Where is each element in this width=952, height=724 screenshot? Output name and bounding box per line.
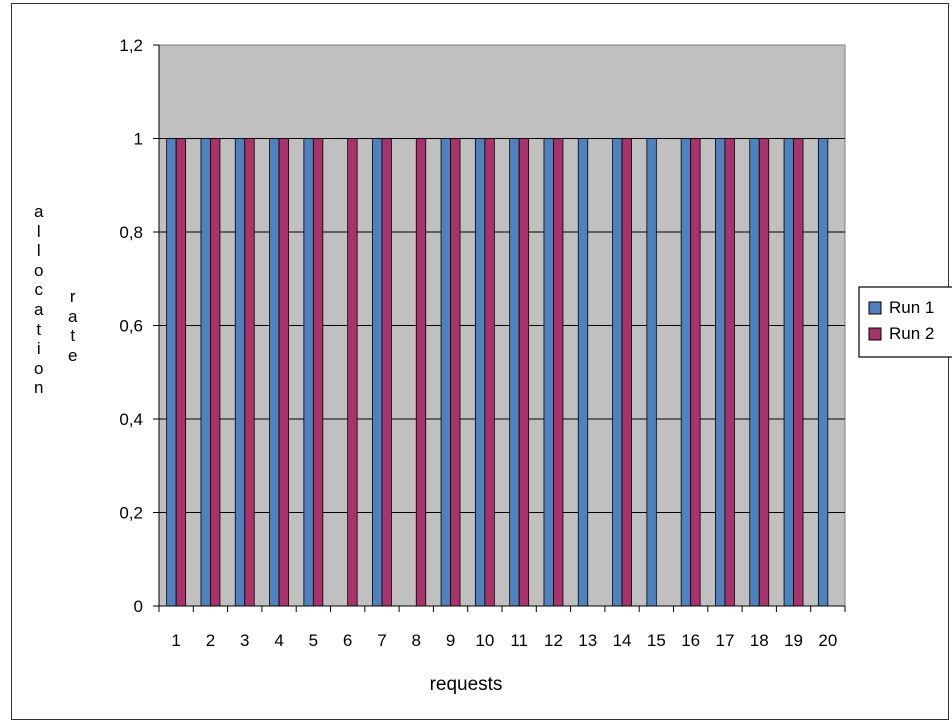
x-tick-label: 11 <box>510 631 528 650</box>
bar-run-1-5 <box>303 138 314 607</box>
y-axis-label-letter: n <box>34 378 44 398</box>
y-axis-label-letter: t <box>70 326 76 346</box>
bar-run-2-4 <box>278 138 289 607</box>
x-tick-label: 19 <box>784 631 803 650</box>
x-tick-label: 5 <box>309 631 318 650</box>
bar-run-1-15 <box>646 138 657 607</box>
bar-run-2-3 <box>244 138 255 607</box>
y-axis-label-letter: a <box>34 299 44 319</box>
legend-swatch-run-1 <box>868 301 882 315</box>
bar-run-2-6 <box>347 138 358 607</box>
bar-run-2-10 <box>484 138 495 607</box>
x-tick-label: 4 <box>274 631 283 650</box>
bar-run-1-13 <box>577 138 589 607</box>
bar-run-1-14 <box>612 138 623 607</box>
bars <box>166 138 829 607</box>
y-tick-label: 0,8 <box>119 223 143 242</box>
x-tick-label: 9 <box>446 631 455 650</box>
y-tick-label: 0,2 <box>119 504 143 523</box>
legend-swatch-run-2 <box>868 327 882 341</box>
x-tick-label: 13 <box>578 631 597 650</box>
bar-run-1-20 <box>817 138 829 607</box>
x-tick-label: 15 <box>647 631 666 650</box>
y-axis-label-letter: a <box>34 202 44 221</box>
bar-run-2-19 <box>793 138 804 607</box>
y-axis-label-letter: r <box>69 287 76 306</box>
x-tick-label: 17 <box>715 631 734 650</box>
bar-run-2-18 <box>758 138 770 607</box>
x-tick-label: 8 <box>412 631 421 650</box>
bar-run-1-16 <box>680 138 692 607</box>
x-tick-label: 14 <box>613 631 632 650</box>
bar-run-2-12 <box>553 138 564 607</box>
axes <box>153 44 846 612</box>
bar-run-1-11 <box>509 138 520 607</box>
bar-run-1-1 <box>166 138 177 607</box>
y-axis-label-letter: l <box>36 221 41 241</box>
y-axis-label-letter: t <box>36 319 42 339</box>
y-tick-label: 1,2 <box>119 36 143 55</box>
y-tick-labels: 0 0,2 0,4 0,6 0,8 1 1,2 <box>119 36 143 616</box>
bar-run-1-2 <box>200 138 211 607</box>
bar-run-2-17 <box>724 138 735 607</box>
bar-run-2-9 <box>450 138 461 607</box>
x-tick-label: 10 <box>475 631 494 650</box>
y-tick-label: 0,6 <box>119 317 143 336</box>
bar-run-1-12 <box>543 138 554 607</box>
x-tick-labels: 1 2 3 4 5 6 7 8 9 10 11 12 13 14 15 16 17 18 19 20 <box>171 631 837 650</box>
bar-run-1-4 <box>269 138 280 607</box>
bar-run-2-14 <box>621 138 632 607</box>
bar-run-1-7 <box>372 138 383 607</box>
bar-run-1-9 <box>440 138 451 607</box>
x-tick-label: 3 <box>240 631 249 650</box>
x-tick-label: 6 <box>343 631 352 650</box>
x-tick-label: 1 <box>171 631 180 650</box>
bar-run-2-2 <box>210 138 221 607</box>
x-tick-label: 7 <box>377 631 386 650</box>
bar-run-1-18 <box>749 138 760 607</box>
bar-run-1-17 <box>715 138 726 607</box>
x-tick-label: 16 <box>681 631 700 650</box>
y-axis-label-letter: e <box>68 345 78 365</box>
bar-run-2-16 <box>690 138 701 607</box>
x-tick-label: 2 <box>206 631 215 650</box>
bar-run-2-1 <box>175 138 187 607</box>
bar-run-1-19 <box>783 138 794 607</box>
y-axis-label-letter: o <box>34 358 44 378</box>
y-axis-label-letter: c <box>34 280 43 300</box>
bar-run-2-5 <box>312 138 324 607</box>
y-axis-label-letter: o <box>34 260 44 280</box>
y-tick-label: 1 <box>134 130 143 149</box>
y-tick-label: 0,4 <box>119 410 143 429</box>
bar-run-2-7 <box>381 138 392 607</box>
y-axis-label-letter: a <box>68 306 78 326</box>
legend-box <box>858 286 952 358</box>
legend-label-run-2: Run 2 <box>889 324 934 343</box>
x-tick-label: 18 <box>750 631 769 650</box>
y-axis-label-letter: i <box>36 339 41 359</box>
y-axis-label-letter: l <box>36 241 41 261</box>
y-tick-label: 0 <box>134 597 143 616</box>
legend-label-run-1: Run 1 <box>889 298 934 317</box>
x-tick-label: 12 <box>544 631 563 650</box>
bar-run-2-11 <box>518 138 530 607</box>
x-tick-label: 20 <box>818 631 837 650</box>
bar-run-1-3 <box>234 138 246 607</box>
bar-run-2-8 <box>415 138 427 607</box>
bar-run-1-10 <box>474 138 486 607</box>
x-axis-label: requests <box>430 674 503 695</box>
legend: Run 1 Run 2 <box>858 286 952 358</box>
